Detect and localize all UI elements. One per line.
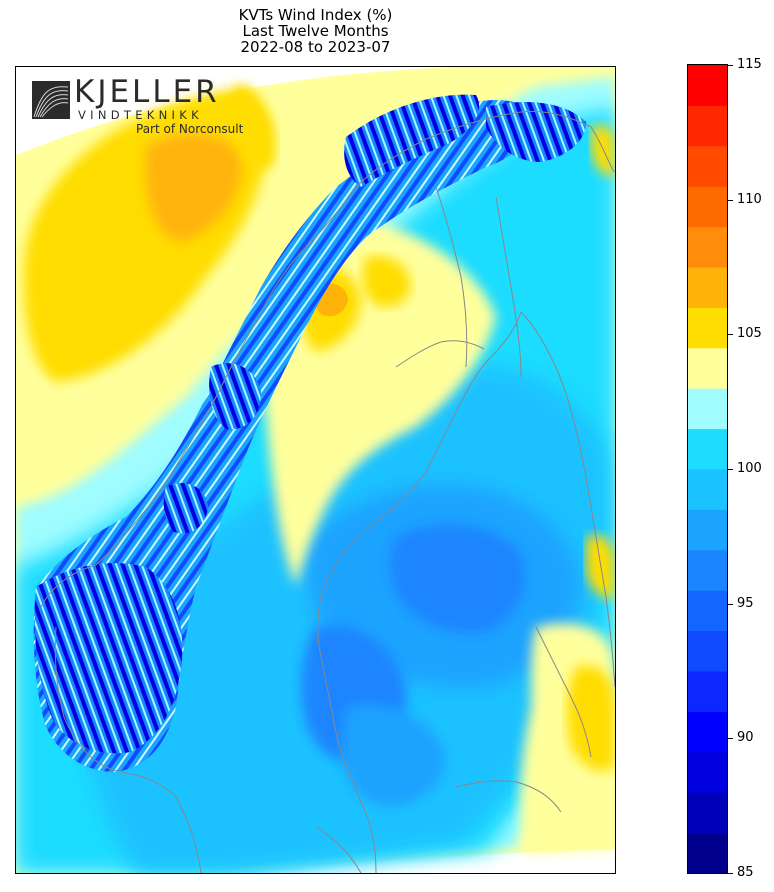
colorbar-segment: [688, 226, 727, 268]
title-line-2: Last Twelve Months: [242, 22, 389, 40]
logo-mark-icon: [32, 81, 70, 119]
colorbar-segment: [688, 307, 727, 349]
colorbar-tick-label: 115: [737, 57, 762, 72]
colorbar-tick-mark: [728, 199, 733, 201]
colorbar-tick-mark: [728, 738, 733, 740]
model-domain: [16, 67, 615, 873]
logo-name: KJELLER: [74, 74, 220, 110]
colorbar-tick-mark: [728, 334, 733, 336]
colorbar-segment: [688, 792, 727, 834]
colorbar-tick-label: 90: [737, 730, 754, 746]
title-line-1: KVTs Wind Index (%): [238, 6, 393, 24]
colorbar-segment: [688, 145, 727, 187]
logo-part-of: Part of Norconsult: [136, 122, 244, 136]
colorbar-tick-label: 110: [737, 191, 762, 207]
colorbar-segment: [688, 711, 727, 753]
colorbar-tick-label: 95: [737, 595, 754, 611]
colorbar-tick-mark: [728, 873, 733, 874]
colorbar-tick-label: 100: [737, 461, 762, 476]
colorbar-segment: [688, 105, 727, 147]
colorbar-segment: [688, 832, 727, 873]
kjeller-logo: KJELLER VINDTEKNIKK Part of Norconsult: [32, 75, 244, 139]
title-line-3: 2022-08 to 2023-07: [240, 38, 391, 56]
colorbar: [687, 64, 728, 874]
colorbar-segment: [688, 347, 727, 389]
colorbar-tick-label: 105: [737, 326, 762, 342]
colorbar-segment: [688, 630, 727, 672]
colorbar-segment: [688, 65, 727, 106]
map-title: KVTs Wind Index (%) Last Twelve Months 2…: [15, 7, 616, 55]
colorbar-segment: [688, 428, 727, 470]
colorbar-tick-mark: [728, 603, 733, 605]
colorbar-segment: [688, 469, 727, 510]
colorbar-tick-mark: [728, 469, 733, 470]
colorbar-tick-label: 85: [737, 865, 754, 880]
colorbar-segment: [688, 671, 727, 712]
colorbar-segment: [688, 267, 727, 308]
colorbar-segment: [688, 509, 727, 551]
colorbar-segment: [688, 549, 727, 591]
colorbar-segment: [688, 186, 727, 228]
colorbar-tick-mark: [728, 65, 733, 66]
colorbar-ticks: 85 90 95 100 105 110 115: [728, 57, 774, 880]
colorbar-segment: [688, 590, 727, 632]
logo-subtitle: VINDTEKNIKK: [78, 108, 203, 122]
wind-index-map: KJELLER VINDTEKNIKK Part of Norconsult: [15, 66, 616, 874]
colorbar-segment: [688, 388, 727, 430]
colorbar-segment: [688, 751, 727, 793]
